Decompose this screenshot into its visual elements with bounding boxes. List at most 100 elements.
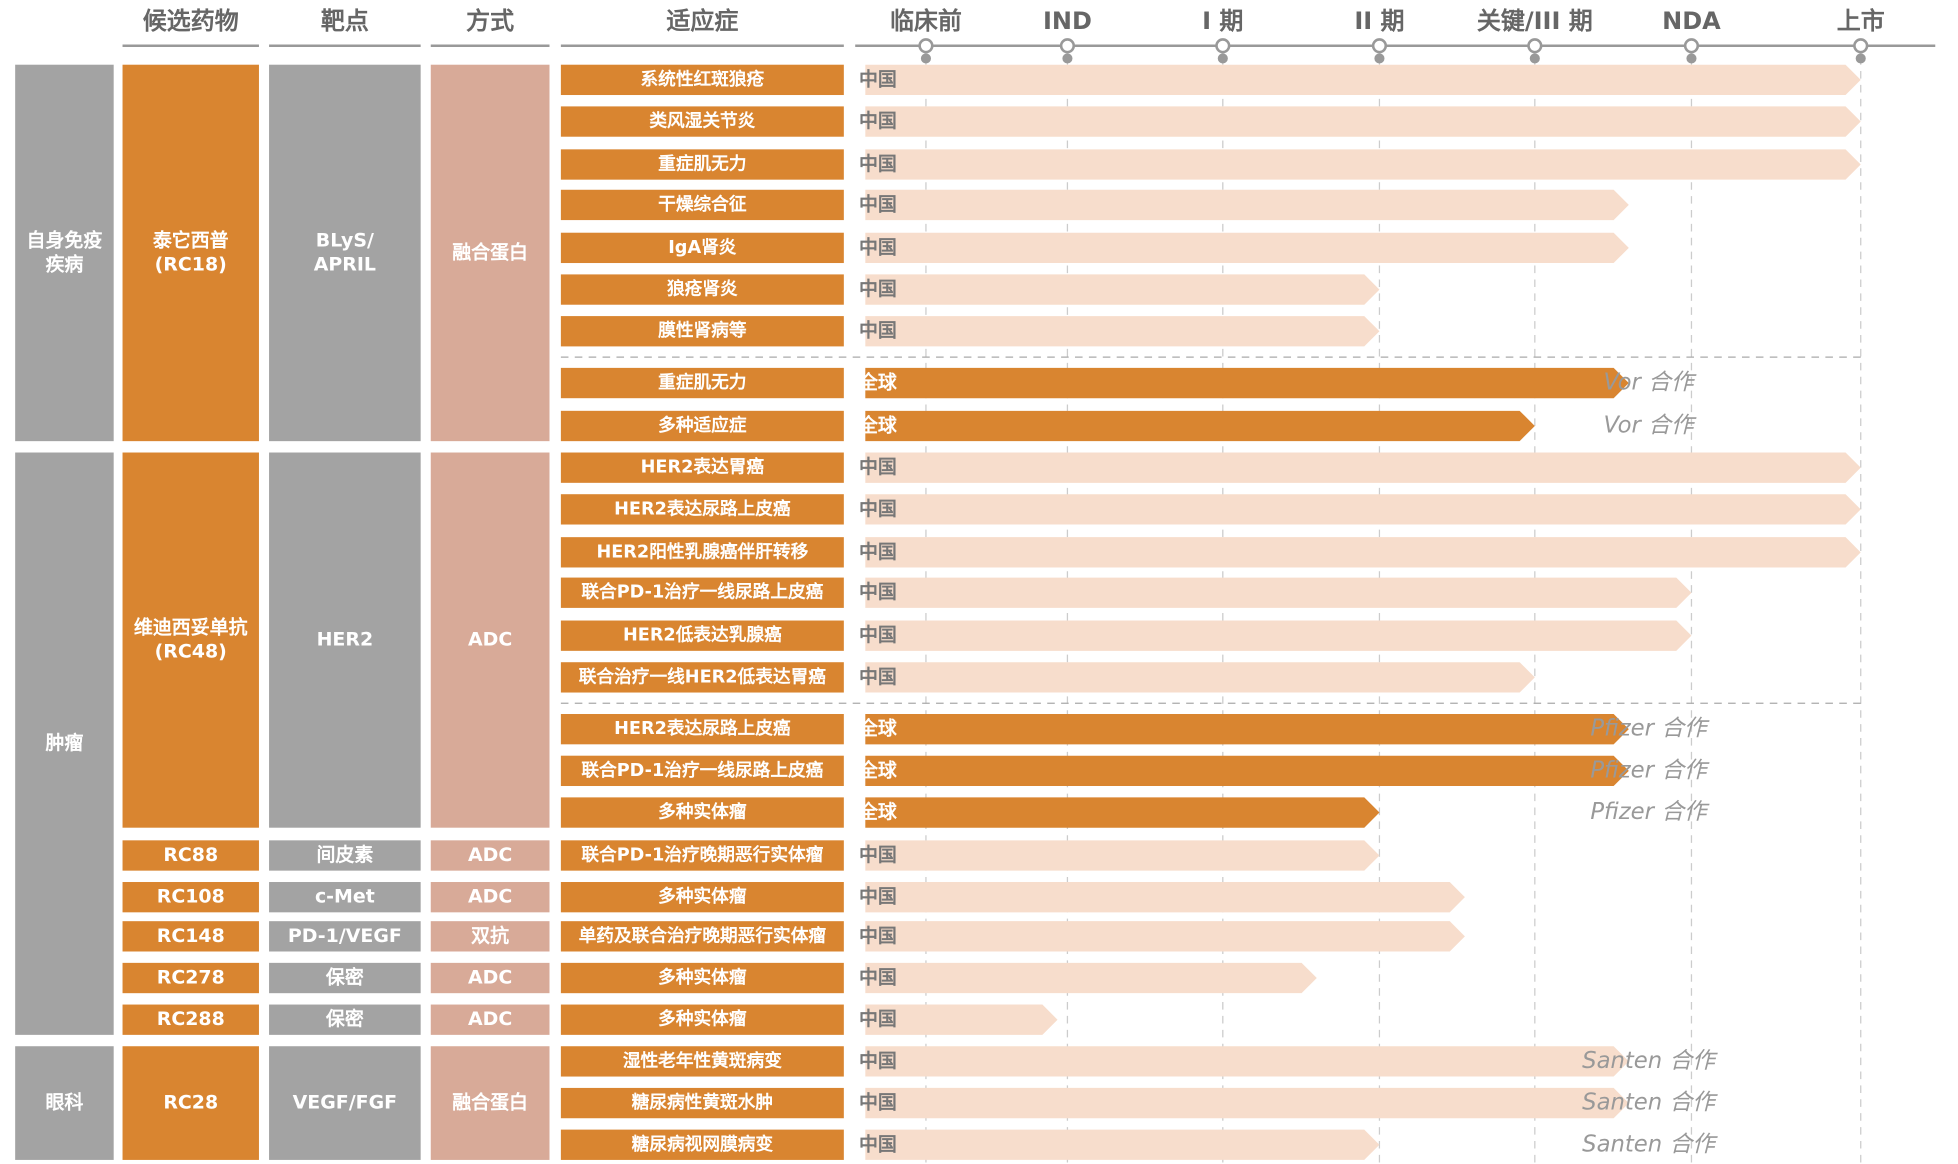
progress-bar bbox=[865, 577, 1692, 608]
column-header: 靶点 bbox=[321, 7, 369, 35]
stage-dot bbox=[1529, 53, 1540, 64]
modality-cell bbox=[430, 962, 550, 994]
stage-label: NDA bbox=[1662, 7, 1721, 35]
indication-cell bbox=[560, 840, 844, 871]
indication-text: HER2表达尿路上皮癌 bbox=[614, 497, 791, 519]
indication-cell bbox=[560, 797, 844, 828]
indication-text: 多种实体瘤 bbox=[658, 1008, 747, 1030]
stage-dot bbox=[920, 53, 931, 64]
drug-cell-text: RC278 bbox=[157, 967, 225, 989]
area-cell bbox=[15, 1046, 114, 1160]
region-label: 中国 bbox=[859, 843, 897, 866]
stage-dot bbox=[1217, 53, 1228, 64]
region-label: 中国 bbox=[859, 623, 897, 646]
target-cell bbox=[269, 452, 421, 828]
drug-cell bbox=[122, 1046, 259, 1160]
stage-label: 上市 bbox=[1837, 7, 1885, 35]
indication-cell bbox=[560, 921, 844, 952]
progress-bar bbox=[865, 662, 1535, 693]
progress-bar bbox=[865, 620, 1692, 651]
indication-text: 糖尿病视网膜病变 bbox=[632, 1133, 774, 1155]
drug-cell-text: (RC18) bbox=[155, 253, 227, 275]
drug-cell bbox=[122, 452, 259, 828]
target-cell-text: VEGF/FGF bbox=[293, 1092, 397, 1114]
indication-cell bbox=[560, 64, 844, 96]
modality-cell-text: 融合蛋白 bbox=[452, 1091, 528, 1114]
indication-text: 狼疮肾炎 bbox=[667, 278, 738, 300]
indication-cell bbox=[560, 1046, 844, 1077]
indication-text: 干燥综合征 bbox=[658, 193, 747, 215]
indication-text: 联合PD-1治疗一线尿路上皮癌 bbox=[581, 581, 823, 603]
progress-bar bbox=[865, 1087, 1629, 1119]
indication-text: 联合PD-1治疗晚期恶行实体瘤 bbox=[581, 843, 823, 865]
target-cell bbox=[269, 962, 421, 994]
region-label: 中国 bbox=[859, 319, 897, 342]
stage-tick bbox=[1215, 38, 1231, 54]
target-cell-text: c-Met bbox=[315, 886, 375, 908]
indication-cell bbox=[560, 1129, 844, 1160]
indication-cell bbox=[560, 577, 844, 608]
drug-cell-text: RC88 bbox=[163, 844, 218, 866]
indication-text: 多种实体瘤 bbox=[658, 885, 747, 907]
modality-cell bbox=[430, 921, 550, 952]
region-label: 全球 bbox=[858, 717, 898, 740]
column-header: 方式 bbox=[466, 7, 514, 35]
column-header: 适应症 bbox=[666, 7, 738, 35]
modality-cell-text: ADC bbox=[468, 629, 512, 651]
indication-cell bbox=[560, 274, 844, 305]
indication-text: HER2阳性乳腺癌伴肝转移 bbox=[596, 540, 808, 562]
partner-label: Pfizer 合作 bbox=[1590, 716, 1710, 742]
target-cell bbox=[269, 921, 421, 952]
target-cell-text: BLyS/ bbox=[316, 229, 374, 251]
indication-cell bbox=[560, 410, 844, 442]
indication-cell bbox=[560, 962, 844, 994]
indication-cell bbox=[560, 620, 844, 651]
stage-tick bbox=[1683, 38, 1700, 54]
modality-cell-text: ADC bbox=[468, 886, 512, 908]
target-cell bbox=[269, 1046, 421, 1160]
modality-cell bbox=[430, 882, 550, 913]
region-label: 中国 bbox=[859, 1132, 897, 1155]
stage-dot bbox=[1062, 53, 1073, 64]
indication-text: HER2表达尿路上皮癌 bbox=[614, 717, 791, 739]
region-label: 中国 bbox=[859, 235, 897, 258]
progress-bar bbox=[865, 537, 1861, 568]
progress-bar bbox=[865, 1004, 1058, 1035]
partner-label: Santen 合作 bbox=[1582, 1090, 1718, 1116]
stage-tick bbox=[1527, 38, 1543, 54]
indication-cell bbox=[560, 1004, 844, 1035]
region-label: 中国 bbox=[859, 152, 897, 175]
column-header: 候选药物 bbox=[143, 7, 239, 35]
area-cell-text: 肿瘤 bbox=[45, 731, 83, 754]
progress-bar bbox=[865, 106, 1861, 137]
indication-text: 联合治疗一线HER2低表达胃癌 bbox=[579, 665, 826, 687]
drug-cell-text: 泰它西普 bbox=[152, 228, 229, 251]
stage-label: IND bbox=[1043, 7, 1092, 35]
area-cell bbox=[15, 452, 114, 1035]
progress-bar bbox=[865, 840, 1380, 871]
progress-bar bbox=[865, 452, 1861, 483]
indication-cell bbox=[560, 189, 844, 221]
indication-cell bbox=[560, 755, 844, 787]
target-cell-text: PD-1/VEGF bbox=[288, 925, 402, 947]
area-cell-text: 自身免疫 bbox=[27, 228, 103, 251]
region-label: 中国 bbox=[859, 109, 897, 132]
indication-text: 类风湿关节炎 bbox=[649, 110, 755, 132]
progress-bar bbox=[865, 410, 1535, 442]
stage-label: 关键/III 期 bbox=[1477, 7, 1593, 35]
partner-label: Pfizer 合作 bbox=[1590, 757, 1710, 783]
modality-cell-text: 双抗 bbox=[471, 924, 509, 947]
region-label: 中国 bbox=[859, 1049, 897, 1072]
progress-bar bbox=[865, 882, 1465, 913]
drug-cell-text: 维迪西妥单抗 bbox=[134, 616, 248, 639]
progress-bar bbox=[865, 714, 1629, 745]
indication-text: 多种适应症 bbox=[658, 414, 747, 436]
partner-label: Vor 合作 bbox=[1603, 370, 1696, 396]
stage-label: II 期 bbox=[1354, 7, 1404, 35]
indication-text: IgA肾炎 bbox=[668, 237, 737, 258]
progress-bar bbox=[865, 1129, 1380, 1160]
modality-cell bbox=[430, 1046, 550, 1160]
stage-tick bbox=[918, 38, 934, 54]
region-label: 中国 bbox=[859, 192, 897, 215]
